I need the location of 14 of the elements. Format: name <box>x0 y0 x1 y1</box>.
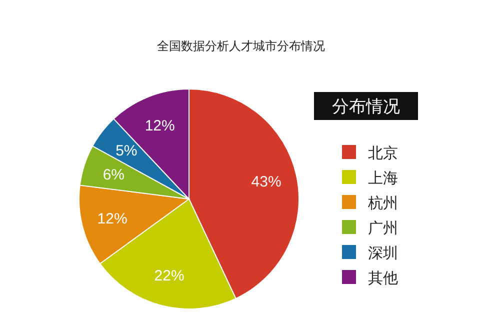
data-label: 22% <box>154 268 184 285</box>
legend-label: 其他 <box>368 270 398 287</box>
data-label: 12% <box>144 117 175 134</box>
data-label: 12% <box>97 210 128 228</box>
chart-title: 全国数据分析人才城市分布情况 <box>157 39 325 53</box>
legend-label: 杭州 <box>367 195 398 212</box>
legend-label: 深圳 <box>368 245 398 262</box>
legend-label: 上海 <box>368 170 398 187</box>
legend-label: 北京 <box>368 145 398 162</box>
legend-label: 广州 <box>368 220 398 237</box>
data-label: 6% <box>102 166 125 184</box>
data-label: 5% <box>116 142 138 160</box>
data-label: 43% <box>251 174 282 191</box>
legend-title: 分布情况 <box>332 97 400 116</box>
